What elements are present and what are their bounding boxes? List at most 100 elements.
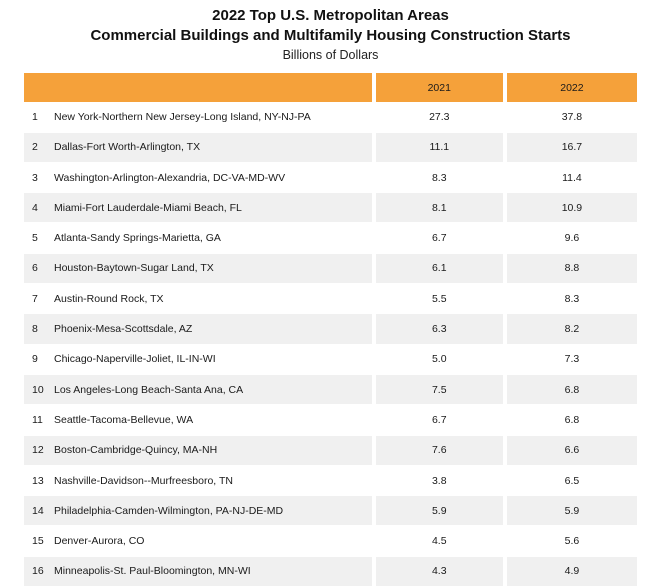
table-row: 4 Miami-Fort Lauderdale-Miami Beach, FL 8.… <box>24 193 637 224</box>
chart-title-line-2: Commercial Buildings and Multifamily Hou… <box>90 27 571 44</box>
table-row: 8 Phoenix-Mesa-Scottsdale, AZ 6.3 8.2 <box>24 314 637 345</box>
value-2022-cell: 10.9 <box>506 193 637 223</box>
rank-cell: 9 <box>32 353 38 366</box>
row-label-group: 13 Nashville-Davidson--Murfreesboro, TN <box>24 466 372 495</box>
metro-name-cell: Minneapolis-St. Paul-Bloomington, MN-WI <box>52 556 370 587</box>
value-2022-cell: 6.6 <box>506 435 637 465</box>
chart-title-line-1: 2022 Top U.S. Metropolitan Areas <box>212 7 449 24</box>
rank-cell: 8 <box>24 314 52 344</box>
row-label-group: 6 Houston-Baytown-Sugar Land, TX <box>24 253 372 284</box>
table-row: 13 Nashville-Davidson--Murfreesboro, TN 3.… <box>24 466 637 497</box>
value-2022-cell: 37.8 <box>561 110 583 123</box>
row-label-group: 16 Minneapolis-St. Paul-Bloomington, MN-W… <box>24 556 372 587</box>
row-label-group: 8 Phoenix-Mesa-Scottsdale, AZ <box>24 314 372 344</box>
rank-cell: 10 <box>24 374 52 405</box>
metro-name-cell: Atlanta-Sandy Springs-Marietta, GA <box>54 232 221 245</box>
metro-name-cell: Houston-Baytown-Sugar Land, TX <box>52 253 370 284</box>
rank-cell: 1 <box>32 110 38 123</box>
value-2021-cell: 6.1 <box>375 253 503 284</box>
value-2021-cell: 6.7 <box>431 232 447 245</box>
metro-name-cell: New York-Northern New Jersey-Long Island… <box>54 110 311 123</box>
metro-name-cell: Denver-Aurora, CO <box>54 535 145 548</box>
value-2021-cell: 7.5 <box>375 374 503 405</box>
row-label-group: 7 Austin-Round Rock, TX <box>24 284 372 313</box>
value-2021-cell: 11.1 <box>375 132 503 162</box>
value-2022-cell: 8.8 <box>506 253 637 284</box>
row-label-group: 9 Chicago-Naperville-Joliet, IL-IN-WI <box>24 345 372 374</box>
rank-cell: 2 <box>24 132 52 162</box>
table-row: 16 Minneapolis-St. Paul-Bloomington, MN-W… <box>24 556 637 587</box>
value-2021-cell: 3.8 <box>431 474 447 487</box>
table-row: 10 Los Angeles-Long Beach-Santa Ana, CA 7.… <box>24 374 637 406</box>
metro-name-cell: Los Angeles-Long Beach-Santa Ana, CA <box>52 374 370 405</box>
metro-name-cell: Austin-Round Rock, TX <box>54 292 164 305</box>
table-row: 9 Chicago-Naperville-Joliet, IL-IN-WI 5.0 7… <box>24 345 637 375</box>
header-2022: 2022 <box>506 73 637 103</box>
table-row: 11 Seattle-Tacoma-Bellevue, WA 6.7 6.8 <box>24 405 637 436</box>
value-2021-cell: 5.5 <box>431 292 447 305</box>
rank-cell: 14 <box>24 496 52 526</box>
table-row: 1 New York-Northern New Jersey-Long Islan… <box>24 102 637 133</box>
value-2022-cell: 16.7 <box>506 132 637 162</box>
value-2022-cell: 6.5 <box>564 474 580 487</box>
value-2022-cell: 6.8 <box>506 374 637 405</box>
value-2022-cell: 8.3 <box>564 292 580 305</box>
row-label-group: 10 Los Angeles-Long Beach-Santa Ana, CA <box>24 374 372 405</box>
rank-cell: 5 <box>32 232 38 245</box>
rank-cell: 3 <box>32 171 38 184</box>
value-2021-cell: 27.3 <box>429 110 450 123</box>
table-row: 14 Philadelphia-Camden-Wilmington, PA-NJ-… <box>24 496 637 527</box>
value-2021-cell: 6.3 <box>375 314 503 344</box>
value-2021-cell: 6.7 <box>431 413 447 426</box>
rank-cell: 7 <box>32 292 38 305</box>
header-2021: 2021 <box>375 73 503 103</box>
row-label-group: 3 Washington-Arlington-Alexandria, DC-VA-… <box>24 163 372 192</box>
table-body: 1 New York-Northern New Jersey-Long Islan… <box>24 102 637 587</box>
value-2022-cell: 5.9 <box>506 496 637 526</box>
table-row: 6 Houston-Baytown-Sugar Land, TX 6.1 8.8 <box>24 253 637 285</box>
table-row: 7 Austin-Round Rock, TX 5.5 8.3 <box>24 284 637 315</box>
metro-name-cell: Nashville-Davidson--Murfreesboro, TN <box>54 474 233 487</box>
metro-name-cell: Phoenix-Mesa-Scottsdale, AZ <box>52 314 370 344</box>
rank-cell: 4 <box>24 193 52 223</box>
metro-name-cell: Philadelphia-Camden-Wilmington, PA-NJ-DE… <box>52 496 370 526</box>
rank-cell: 12 <box>24 435 52 465</box>
metro-name-cell: Chicago-Naperville-Joliet, IL-IN-WI <box>54 353 216 366</box>
row-label-group: 12 Boston-Cambridge-Quincy, MA-NH <box>24 435 372 465</box>
metro-name-cell: Seattle-Tacoma-Bellevue, WA <box>54 413 194 426</box>
metro-name-cell: Washington-Arlington-Alexandria, DC-VA-M… <box>54 171 286 184</box>
header-blank-cell <box>24 73 372 103</box>
value-2022-cell: 6.8 <box>564 413 580 426</box>
data-table: 2021 2022 1 New York-Northern New Jersey-… <box>24 73 637 587</box>
value-2021-cell: 4.5 <box>431 535 447 548</box>
chart-header: 2022 Top U.S. Metropolitan Areas Commerc… <box>0 6 661 64</box>
table-row: 3 Washington-Arlington-Alexandria, DC-VA-… <box>24 163 637 194</box>
rank-cell: 6 <box>24 253 52 284</box>
rank-cell: 15 <box>32 535 44 548</box>
row-label-group: 15 Denver-Aurora, CO <box>24 526 372 555</box>
row-label-group: 11 Seattle-Tacoma-Bellevue, WA <box>24 405 372 434</box>
value-2022-cell: 7.3 <box>564 353 580 366</box>
table-row: 5 Atlanta-Sandy Springs-Marietta, GA 6.7 9.… <box>24 223 637 254</box>
table-row: 2 Dallas-Fort Worth-Arlington, TX 11.1 16.7 <box>24 132 637 163</box>
value-2021-cell: 7.6 <box>375 435 503 465</box>
metro-name-cell: Dallas-Fort Worth-Arlington, TX <box>52 132 370 162</box>
value-2022-cell: 11.4 <box>562 171 582 184</box>
value-2021-cell: 5.9 <box>375 496 503 526</box>
value-2021-cell: 4.3 <box>375 556 503 587</box>
table-header-row: 2021 2022 <box>24 73 637 103</box>
value-2021-cell: 8.3 <box>431 171 447 184</box>
chart-subtitle: Billions of Dollars <box>282 48 379 62</box>
value-2022-cell: 8.2 <box>506 314 637 344</box>
rank-cell: 16 <box>24 556 52 587</box>
rank-cell: 13 <box>32 474 44 487</box>
value-2022-cell: 5.6 <box>564 535 580 548</box>
metro-name-cell: Miami-Fort Lauderdale-Miami Beach, FL <box>52 193 370 223</box>
value-2022-cell: 9.6 <box>564 232 580 245</box>
value-2021-cell: 8.1 <box>375 193 503 223</box>
value-2021-cell: 5.0 <box>431 353 447 366</box>
table-row: 15 Denver-Aurora, CO 4.5 5.6 <box>24 526 637 557</box>
value-2022-cell: 4.9 <box>506 556 637 587</box>
row-label-group: 4 Miami-Fort Lauderdale-Miami Beach, FL <box>24 193 372 223</box>
table-row: 12 Boston-Cambridge-Quincy, MA-NH 7.6 6.6 <box>24 435 637 466</box>
